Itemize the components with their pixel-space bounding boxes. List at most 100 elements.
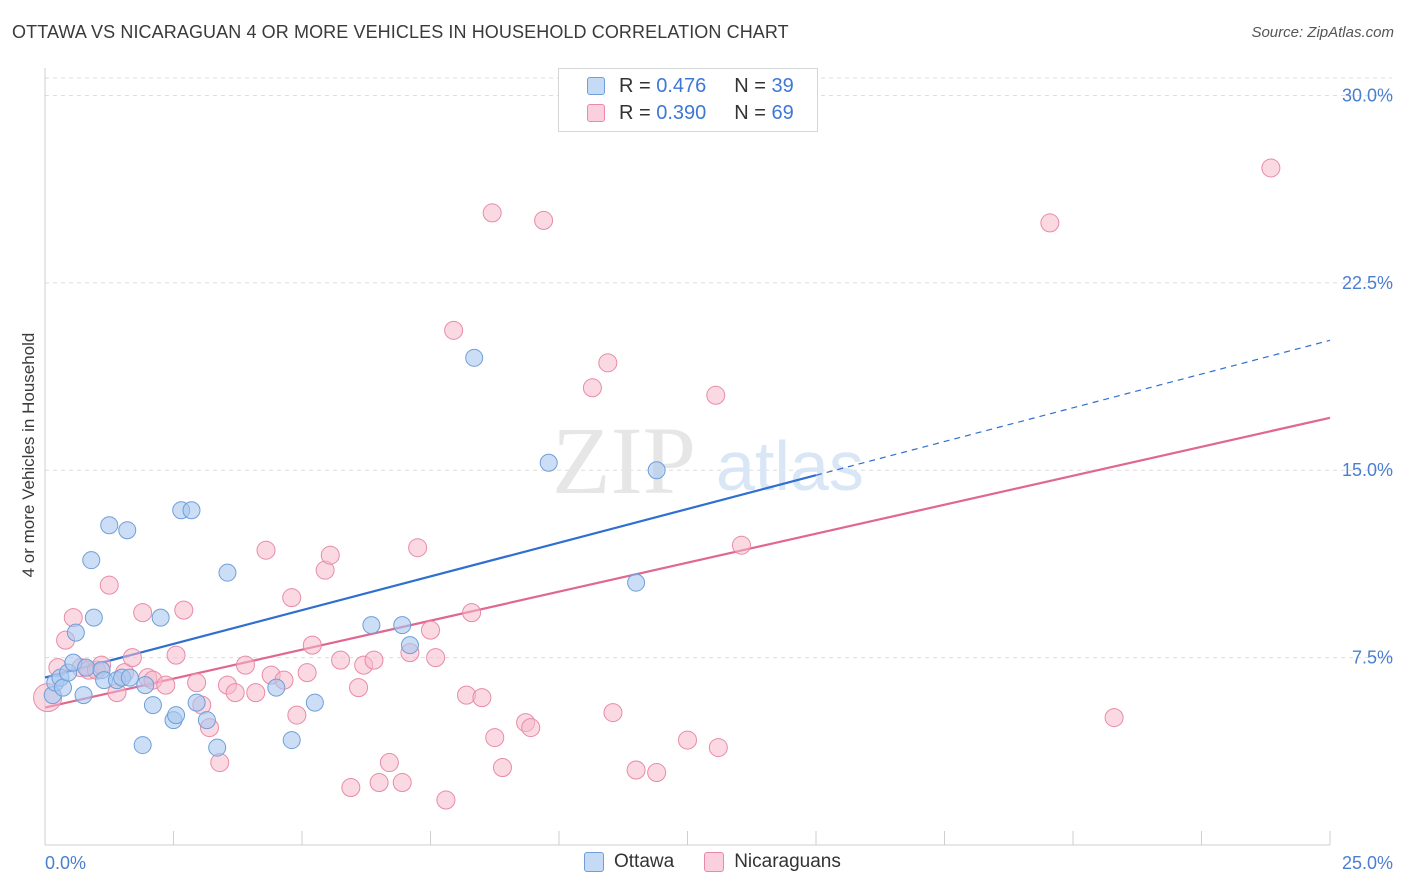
nicaraguans-point (63, 608, 83, 628)
ottawa-point (100, 516, 119, 535)
r-label: R = (619, 74, 651, 97)
nicaraguans-point (392, 773, 412, 793)
nicaraguans-point (246, 683, 266, 703)
nicaraguans-point (379, 753, 399, 773)
ottawa-point (218, 563, 237, 582)
y-axis-title: 4 or more Vehicles in Household (19, 333, 38, 578)
axes (44, 68, 1331, 846)
nicaraguans-point (99, 575, 119, 595)
nicaraguans-n-value: 69 (771, 101, 794, 124)
nicaraguans-point (462, 603, 482, 623)
ottawa-point (362, 616, 381, 635)
x-tick-label: 0.0% (45, 853, 86, 873)
nicaraguans-point (678, 730, 697, 750)
ottawa-point (82, 551, 101, 570)
nicaraguans-points (33, 158, 1281, 810)
ottawa-point (208, 738, 227, 757)
ottawa-point (120, 668, 139, 687)
ottawa-point (136, 676, 155, 695)
n-label: N = (734, 74, 766, 97)
nicaraguans-point (225, 683, 245, 703)
ottawa-point (77, 658, 96, 677)
y-tick-label: 30.0% (1342, 85, 1393, 105)
ottawa-point (305, 693, 324, 712)
nicaraguans-point (287, 705, 307, 725)
stats-legend: R = 0.476 N = 39 R = 0.390 N = 69 (558, 68, 818, 132)
grid-lines (45, 77, 1392, 659)
nicaraguans-point (647, 763, 667, 783)
nicaraguans-point (421, 620, 440, 640)
ottawa-points (43, 348, 666, 757)
nicaraguans-point (256, 540, 276, 560)
nicaraguans-r-value: 0.390 (656, 101, 707, 124)
ottawa-point (282, 731, 301, 750)
ottawa-point (84, 608, 103, 627)
nicaraguans-point (210, 753, 230, 773)
y-tick-label: 7.5% (1352, 648, 1393, 668)
watermark-zip: ZIP (552, 407, 696, 514)
ottawa-legend-swatch (584, 852, 604, 872)
ottawa-point (53, 678, 72, 697)
nicaraguans-point (187, 673, 207, 693)
ottawa-point (133, 736, 152, 755)
nicaraguans-point (235, 655, 255, 675)
nicaraguans-swatch (587, 104, 605, 122)
nicaraguans-point (603, 703, 623, 723)
nicaraguans-point (302, 635, 322, 655)
nicaraguans-point (706, 385, 726, 405)
chart-title: OTTAWA VS NICARAGUAN 4 OR MORE VEHICLES … (12, 22, 789, 42)
nicaraguans-point (349, 678, 369, 698)
nicaraguans-point (364, 650, 384, 670)
nicaraguans-point (1040, 213, 1060, 233)
legend-row-nicaraguans: R = 0.390 N = 69 (587, 100, 794, 126)
ottawa-point (400, 636, 419, 655)
nicaraguans-point (426, 648, 446, 668)
y-tick-label: 22.5% (1342, 273, 1393, 293)
ottawa-point (182, 501, 201, 520)
nicaraguans-point (492, 758, 512, 778)
ottawa-point (627, 573, 646, 592)
nicaraguans-point (436, 790, 456, 810)
x-tick-label: 25.0% (1342, 853, 1393, 873)
nicaraguans-point (122, 648, 142, 668)
nicaraguans-point (521, 718, 541, 738)
watermark-atlas: atlas (716, 427, 864, 505)
r-label: R = (619, 101, 651, 124)
ottawa-point (465, 348, 484, 367)
ottawa-point (151, 608, 170, 627)
nicaraguans-point (582, 378, 602, 398)
nicaraguans-point (485, 728, 505, 748)
nicaraguans-point (731, 535, 751, 555)
ottawa-point (647, 461, 666, 480)
nicaraguans-point (320, 545, 340, 565)
ottawa-point (197, 711, 216, 730)
legend-item-nicaraguans: Nicaraguans (704, 851, 841, 873)
nicaraguans-point (282, 588, 302, 608)
ottawa-n-value: 39 (771, 74, 794, 97)
nicaraguans-legend-label: Nicaraguans (734, 851, 841, 872)
n-label: N = (734, 101, 766, 124)
ottawa-legend-label: Ottawa (614, 851, 675, 872)
trend-lines (44, 339, 1331, 709)
nicaraguans-trend-line (44, 416, 1331, 709)
nicaraguans-point (133, 603, 153, 623)
ottawa-point (167, 706, 186, 725)
ottawa-point (393, 616, 412, 635)
ottawa-trend-extension (815, 339, 1331, 476)
nicaraguans-point (156, 675, 176, 695)
series-legend: Ottawa Nicaraguans (584, 851, 871, 873)
ottawa-r-value: 0.476 (656, 74, 707, 97)
nicaraguans-point (444, 320, 464, 340)
ottawa-point (118, 521, 137, 540)
ottawa-point (74, 686, 93, 705)
nicaraguans-point (626, 760, 646, 780)
ottawa-point (539, 453, 558, 472)
x-tick-labels: 0.0% 25.0% (45, 853, 1393, 873)
nicaraguans-point (598, 353, 618, 373)
nicaraguans-legend-swatch (704, 852, 725, 872)
ottawa-swatch (587, 77, 605, 95)
watermark: ZIP atlas (552, 407, 864, 514)
legend-row-ottawa: R = 0.476 N = 39 (587, 73, 794, 99)
ottawa-point (267, 678, 286, 697)
